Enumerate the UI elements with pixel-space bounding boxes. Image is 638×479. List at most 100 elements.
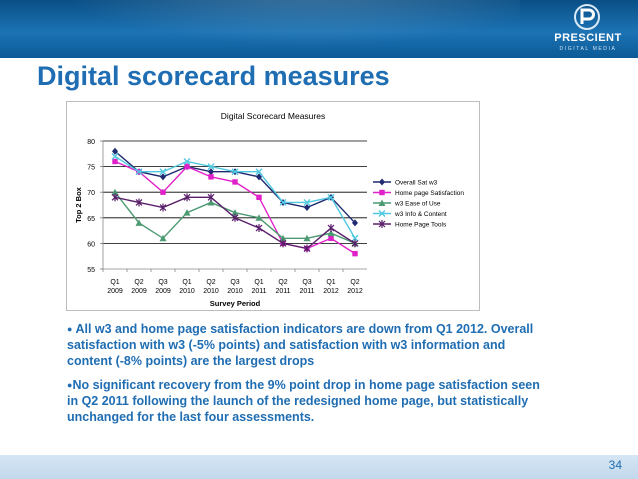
series-line-2 bbox=[114, 160, 356, 255]
data-point bbox=[111, 193, 119, 202]
data-point bbox=[255, 168, 263, 176]
data-point bbox=[328, 235, 334, 241]
data-point bbox=[207, 163, 215, 171]
legend-marker bbox=[378, 220, 386, 228]
x-tick-label-quarter: Q1 bbox=[110, 279, 119, 286]
data-point bbox=[255, 214, 263, 221]
x-tick-label-year: 2010 bbox=[179, 288, 195, 295]
x-tick-label-year: 2012 bbox=[323, 288, 339, 295]
legend-label: Overall Sat w3 bbox=[395, 180, 438, 187]
data-point bbox=[327, 229, 335, 237]
data-point bbox=[279, 198, 287, 206]
logo-name: PRESCIENT bbox=[554, 32, 622, 44]
legend-label: w3 Ease of Use bbox=[394, 201, 441, 208]
page-title: Digital scorecard measures bbox=[37, 61, 390, 91]
data-point bbox=[183, 157, 191, 165]
data-point bbox=[208, 168, 214, 176]
data-point bbox=[327, 193, 335, 201]
data-point bbox=[279, 234, 287, 242]
y-tick-label: 75 bbox=[87, 165, 95, 172]
legend-label: w3 Info & Content bbox=[394, 211, 447, 218]
data-point bbox=[183, 209, 191, 216]
y-axis-label: Top 2 Box bbox=[74, 186, 83, 223]
legend-marker bbox=[378, 199, 386, 206]
x-tick-label-year: 2009 bbox=[131, 288, 147, 295]
line-chart: Digital Scorecard Measures 55 60 65 70 75 80 Q1… bbox=[74, 111, 464, 308]
legend-marker bbox=[378, 210, 386, 217]
x-tick-label-quarter: Q1 bbox=[254, 279, 263, 286]
logo-tagline: DIGITAL MEDIA bbox=[559, 46, 617, 52]
data-point bbox=[303, 234, 311, 242]
prescient-p-icon bbox=[574, 4, 600, 30]
data-point bbox=[208, 174, 214, 180]
x-tick-label-quarter: Q1 bbox=[182, 279, 191, 286]
data-point bbox=[112, 147, 118, 155]
data-point bbox=[111, 152, 119, 160]
data-point bbox=[279, 239, 287, 248]
data-point bbox=[303, 244, 311, 253]
data-point bbox=[255, 224, 263, 233]
y-tick-label: 65 bbox=[87, 216, 95, 223]
data-point bbox=[160, 173, 166, 181]
x-tick-label-year: 2010 bbox=[227, 288, 243, 295]
x-tick-label-year: 2009 bbox=[107, 288, 123, 295]
data-point bbox=[351, 234, 359, 242]
x-tick-label-year: 2010 bbox=[203, 288, 219, 295]
x-tick-label-year: 2011 bbox=[251, 288, 266, 295]
data-point bbox=[160, 189, 166, 195]
y-tick-label: 80 bbox=[87, 139, 95, 146]
bullet-dot-icon: ● bbox=[67, 324, 73, 334]
series-line-5 bbox=[114, 196, 356, 250]
chart-container: Digital Scorecard Measures 55 60 65 70 75 80 Q1… bbox=[66, 101, 480, 311]
data-point bbox=[351, 239, 359, 248]
header-bar bbox=[0, 0, 638, 58]
data-point bbox=[111, 188, 119, 196]
bottom-bar bbox=[0, 455, 638, 479]
x-tick-label-year: 2011 bbox=[299, 288, 314, 295]
x-tick-label-quarter: Q2 bbox=[278, 279, 287, 286]
data-point bbox=[231, 213, 239, 222]
y-tick-label: 60 bbox=[87, 241, 95, 248]
x-tick-label-quarter: Q3 bbox=[230, 279, 239, 286]
legend-marker bbox=[379, 178, 385, 186]
x-tick-label-year: 2011 bbox=[275, 288, 290, 295]
data-point bbox=[231, 168, 239, 176]
bullet-1: ● All w3 and home page satisfaction indi… bbox=[67, 321, 547, 369]
data-point bbox=[184, 163, 190, 170]
data-point bbox=[135, 168, 143, 176]
x-tick-label-quarter: Q2 bbox=[350, 279, 359, 286]
x-tick-label-quarter: Q3 bbox=[302, 279, 311, 286]
data-point bbox=[135, 198, 143, 207]
x-tick-label-quarter: Q3 bbox=[158, 279, 167, 286]
data-point bbox=[256, 194, 262, 201]
legend-label: Home Page Tools bbox=[395, 222, 447, 229]
header-swoosh bbox=[0, 0, 520, 58]
x-tick-label-year: 2009 bbox=[155, 288, 171, 295]
x-tick-label-year: 2012 bbox=[347, 288, 363, 295]
data-point bbox=[207, 193, 215, 202]
legend-label: Home page Satisfaction bbox=[395, 190, 464, 197]
data-point bbox=[112, 158, 118, 165]
data-point bbox=[352, 250, 358, 257]
data-point bbox=[231, 209, 239, 216]
data-point bbox=[327, 224, 335, 233]
y-tick-label: 55 bbox=[87, 267, 95, 274]
data-point bbox=[232, 179, 238, 185]
x-tick-label-quarter: Q1 bbox=[326, 279, 335, 286]
page-number: 34 bbox=[608, 458, 622, 472]
data-point bbox=[159, 168, 167, 176]
bullet-dot-icon: ● bbox=[67, 380, 73, 390]
bullet-1-text: All w3 and home page satisfaction indica… bbox=[67, 322, 534, 368]
data-point bbox=[183, 193, 191, 202]
data-point bbox=[304, 204, 310, 212]
x-axis-label: Survey Period bbox=[210, 299, 261, 308]
data-point bbox=[159, 234, 167, 242]
data-point bbox=[352, 219, 358, 227]
data-point bbox=[159, 203, 167, 212]
data-point bbox=[303, 198, 311, 206]
x-tick-label-quarter: Q2 bbox=[206, 279, 215, 286]
bullet-2: ●No significant recovery from the 9% poi… bbox=[67, 377, 547, 425]
chart-title: Digital Scorecard Measures bbox=[221, 111, 325, 121]
data-point bbox=[135, 219, 143, 226]
x-tick-label-quarter: Q2 bbox=[134, 279, 143, 286]
